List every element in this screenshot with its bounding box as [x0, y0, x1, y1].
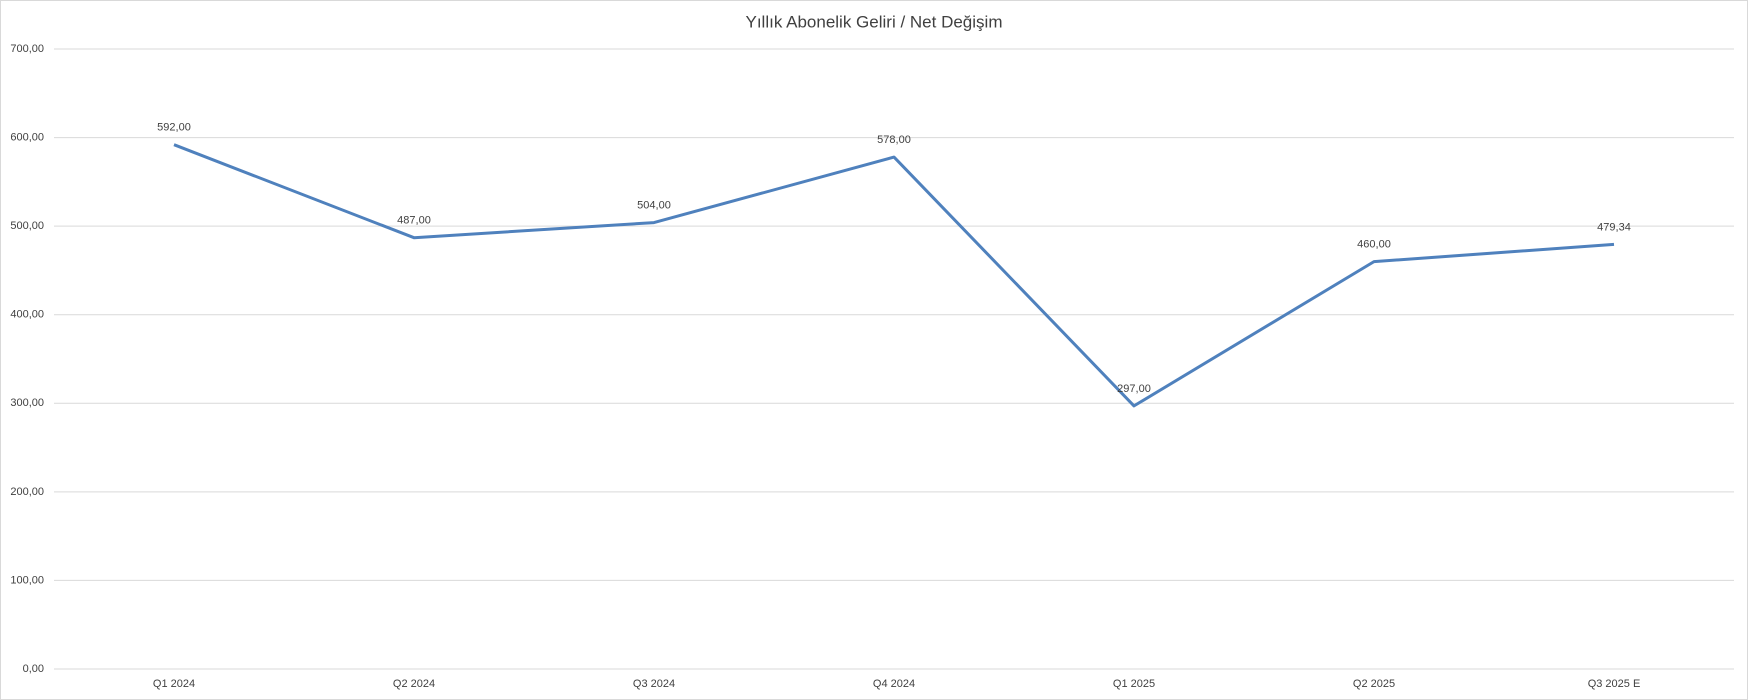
y-tick-label: 700,00: [10, 43, 44, 55]
x-tick-label: Q3 2024: [633, 678, 675, 690]
data-label: 487,00: [397, 215, 431, 227]
x-tick-label: Q1 2024: [153, 678, 195, 690]
data-label: 460,00: [1357, 238, 1391, 250]
y-tick-label: 500,00: [10, 220, 44, 232]
y-tick-label: 200,00: [10, 486, 44, 498]
x-tick-label: Q2 2024: [393, 678, 435, 690]
data-label: 479,34: [1597, 221, 1631, 233]
data-line: [173, 143, 1615, 408]
x-tick-label: Q3 2025 E: [1588, 678, 1641, 690]
x-tick-label: Q1 2025: [1113, 678, 1155, 690]
data-label: 578,00: [877, 134, 911, 146]
data-label: 297,00: [1117, 383, 1151, 395]
y-tick-label: 300,00: [10, 397, 44, 409]
y-tick-label: 600,00: [10, 131, 44, 143]
data-label: 504,00: [637, 200, 671, 212]
data-label: 592,00: [157, 122, 191, 134]
x-tick-label: Q4 2024: [873, 678, 915, 690]
y-tick-label: 400,00: [10, 309, 44, 321]
x-tick-label: Q2 2025: [1353, 678, 1395, 690]
chart-title: Yıllık Abonelik Geliri / Net Değişim: [746, 12, 1003, 31]
y-tick-label: 100,00: [10, 574, 44, 586]
y-tick-label: 0,00: [23, 663, 44, 675]
